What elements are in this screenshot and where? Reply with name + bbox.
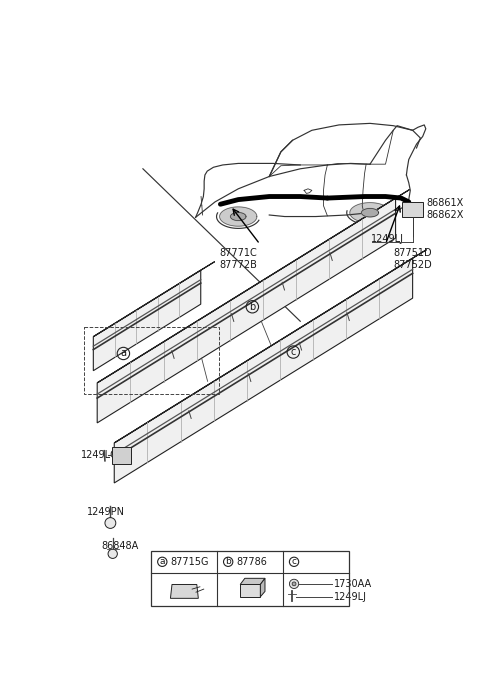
- Text: 87715G: 87715G: [170, 557, 208, 567]
- Text: b: b: [249, 302, 255, 312]
- Polygon shape: [361, 208, 379, 217]
- Text: b: b: [225, 557, 231, 566]
- Polygon shape: [220, 207, 257, 226]
- Polygon shape: [93, 261, 215, 336]
- Text: 1249LJ: 1249LJ: [371, 234, 404, 244]
- Polygon shape: [170, 585, 198, 599]
- Text: 1249LJ: 1249LJ: [334, 592, 367, 602]
- Circle shape: [289, 579, 299, 588]
- Text: 1730AA: 1730AA: [334, 579, 372, 589]
- Polygon shape: [230, 213, 246, 221]
- Polygon shape: [112, 447, 132, 464]
- Text: c: c: [291, 557, 297, 566]
- Text: a: a: [159, 557, 165, 566]
- Polygon shape: [114, 258, 413, 483]
- Text: 87771C
87772B: 87771C 87772B: [219, 248, 257, 270]
- Circle shape: [108, 549, 117, 559]
- Circle shape: [292, 582, 296, 585]
- Polygon shape: [240, 579, 265, 585]
- Text: 1249LQ: 1249LQ: [81, 451, 119, 460]
- Polygon shape: [260, 579, 265, 596]
- Circle shape: [105, 517, 116, 528]
- Text: 87751D
87752D: 87751D 87752D: [393, 248, 432, 270]
- Polygon shape: [93, 270, 201, 371]
- Polygon shape: [114, 250, 427, 443]
- Polygon shape: [402, 202, 423, 217]
- Polygon shape: [240, 585, 260, 596]
- Polygon shape: [350, 203, 390, 223]
- Text: 1249PN: 1249PN: [87, 507, 125, 517]
- Text: a: a: [120, 349, 126, 358]
- Text: 87786: 87786: [236, 557, 267, 567]
- Text: 86848A: 86848A: [101, 541, 138, 551]
- Text: c: c: [290, 347, 296, 357]
- Text: 86861X
86862X: 86861X 86862X: [427, 198, 464, 219]
- Polygon shape: [97, 190, 409, 383]
- Polygon shape: [97, 198, 396, 423]
